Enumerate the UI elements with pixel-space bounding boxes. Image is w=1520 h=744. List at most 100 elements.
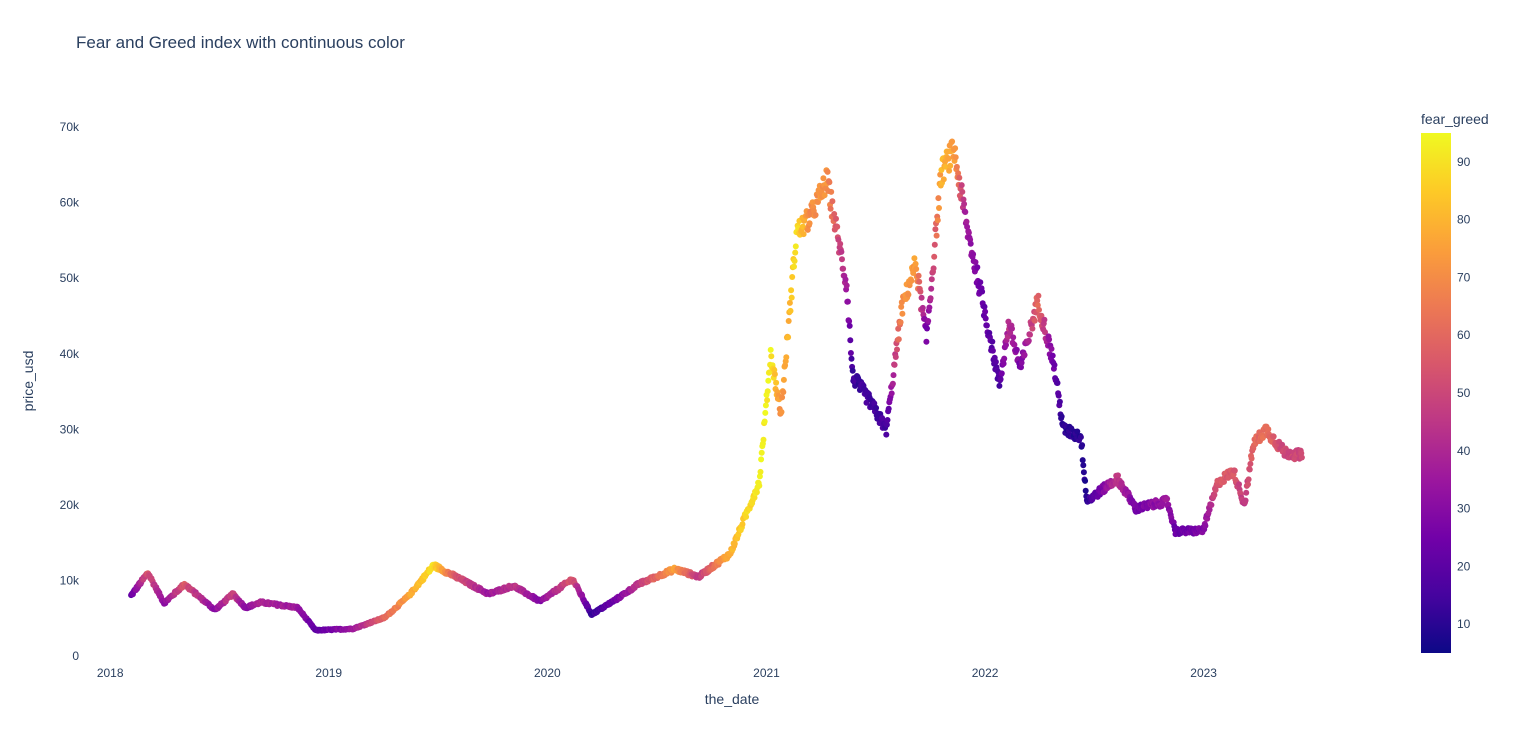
data-point [952,145,959,152]
data-point [840,265,847,272]
data-point [843,282,850,289]
data-point [827,205,834,212]
data-point [992,358,999,365]
data-point [947,162,954,169]
data-point [848,355,855,362]
data-point [762,402,769,409]
data-point [1243,489,1250,496]
colorbar-ticks: 10 20 30 40 50 60 70 80 90 [1457,155,1471,631]
data-point [885,405,892,412]
data-point [974,264,981,271]
data-point [788,294,795,301]
data-point [1034,302,1041,309]
data-point [792,249,799,256]
data-point [895,336,902,343]
data-point [894,346,900,353]
data-point [916,278,923,285]
data-point [788,287,795,294]
y-axis-ticks: 0 10k 20k 30k 40k 50k 60k 70k [60,120,80,663]
data-point [946,167,953,174]
data-point [925,318,932,324]
data-point [1202,522,1209,529]
data-point [888,390,895,397]
chart-title: Fear and Greed index with continuous col… [76,33,405,52]
data-point [935,195,942,202]
data-point [753,489,760,496]
data-point [883,421,890,428]
data-point [982,315,989,322]
data-point [1279,441,1286,448]
data-point [892,354,899,360]
colorbar-title: fear_greed [1421,111,1489,127]
data-point [767,346,774,353]
data-point [778,409,785,415]
data-point [826,179,833,186]
data-point [1247,460,1254,467]
data-point [743,513,750,520]
data-point [1027,331,1033,338]
data-point [1011,341,1018,348]
data-point [1236,481,1242,488]
data-point [919,304,926,311]
data-point [958,182,965,189]
y-axis-title: price_usd [20,351,36,412]
data-point [806,220,813,227]
data-point [1021,352,1028,358]
data-point [758,449,765,456]
data-point [931,253,938,260]
data-point [766,369,773,376]
colorbar-tick-label: 70 [1457,270,1471,284]
colorbar-tick-label: 90 [1457,155,1471,169]
data-point [1038,312,1045,319]
data-point [1079,457,1086,464]
data-point [779,394,786,401]
data-point [930,265,937,272]
data-point [800,231,807,238]
data-point [1001,355,1008,362]
data-point [1082,487,1089,494]
data-point [927,295,934,302]
data-point [764,388,771,395]
data-point [780,389,787,396]
x-tick-label: 2020 [534,666,561,680]
data-point [1080,469,1087,476]
data-point [952,154,959,161]
data-point [789,274,796,280]
data-point [757,468,764,475]
data-point [828,188,835,195]
data-point [979,288,986,295]
data-point [1208,502,1215,508]
data-point [1206,506,1213,513]
data-point [972,259,979,266]
data-point [1010,334,1017,341]
data-point [936,205,942,211]
data-point [739,521,746,528]
data-point [846,322,853,329]
data-point [915,272,922,279]
data-point [731,540,738,547]
y-tick-label: 50k [60,271,80,285]
data-point [844,298,851,305]
data-point [924,325,930,332]
x-axis-title: the_date [705,691,760,707]
data-point [824,168,831,175]
data-point [1013,346,1020,353]
data-point [899,310,906,317]
data-point [949,138,956,145]
data-point [847,350,854,356]
data-point [933,232,940,239]
data-point [761,418,768,425]
data-point [821,192,828,199]
data-point [756,482,763,489]
data-point [873,405,880,411]
data-point [912,260,919,267]
data-point [1049,352,1056,359]
data-point [970,251,977,258]
data-point [1054,380,1061,386]
data-point [1265,426,1272,433]
data-point [945,155,952,162]
data-point [1041,316,1048,323]
data-point [783,354,790,361]
y-tick-label: 20k [60,498,80,512]
data-point [1042,329,1048,336]
